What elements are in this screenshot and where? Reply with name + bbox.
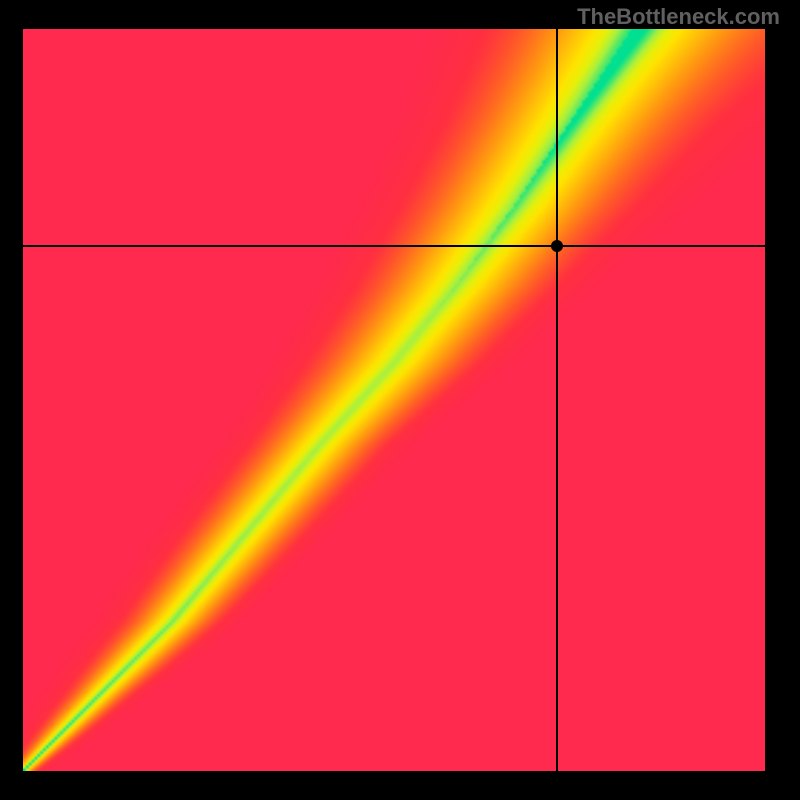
crosshair-horizontal — [23, 245, 765, 247]
crosshair-marker — [551, 240, 563, 252]
crosshair-vertical — [556, 29, 558, 771]
watermark-text: TheBottleneck.com — [577, 4, 780, 30]
heatmap-canvas — [23, 29, 765, 771]
plot-area — [23, 29, 765, 771]
chart-container: TheBottleneck.com — [0, 0, 800, 800]
